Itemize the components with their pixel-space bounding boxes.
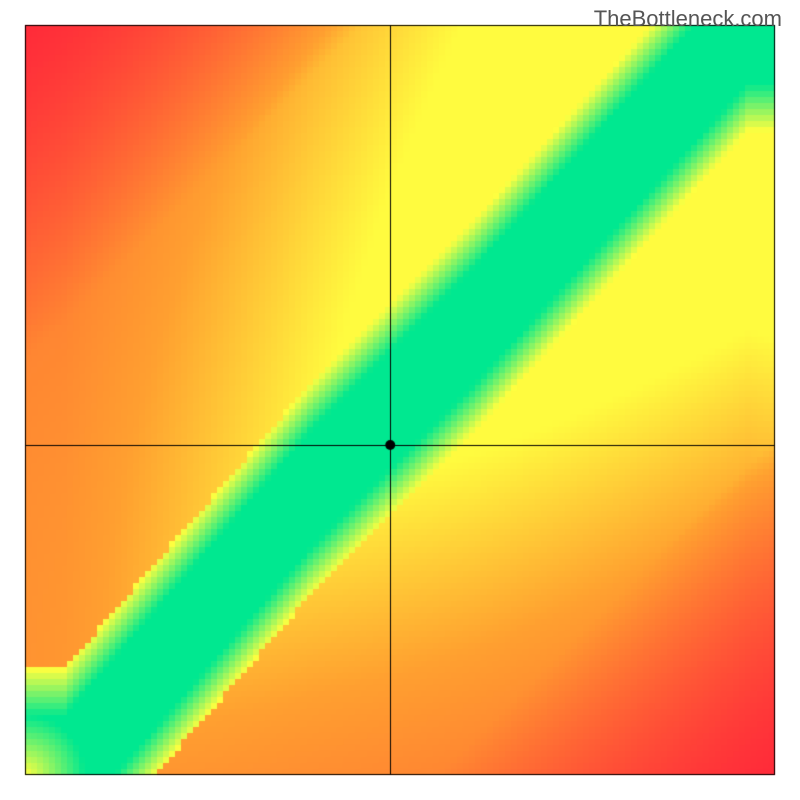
heatmap-canvas: [0, 0, 800, 800]
chart-container: TheBottleneck.com: [0, 0, 800, 800]
watermark-text: TheBottleneck.com: [594, 6, 782, 32]
